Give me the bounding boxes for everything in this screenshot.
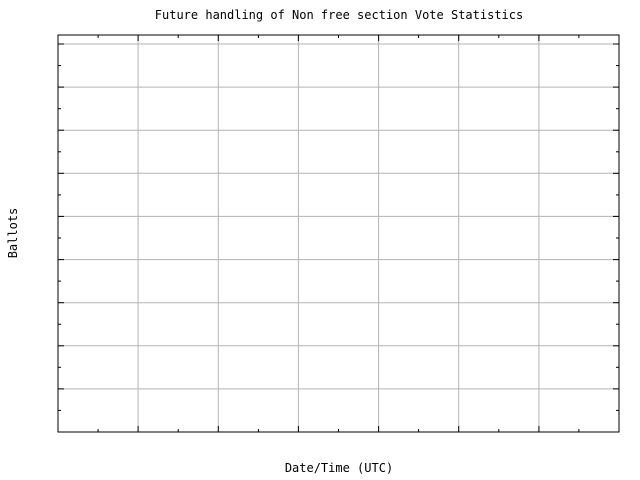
- grid-lines: [58, 35, 619, 432]
- plot-border: [57, 34, 620, 433]
- y-axis-title: Ballots: [6, 207, 20, 259]
- x-axis-title: Date/Time (UTC): [284, 461, 394, 475]
- axis-ticks: [57, 35, 620, 433]
- chart-title: Future handling of Non free section Vote…: [154, 8, 524, 22]
